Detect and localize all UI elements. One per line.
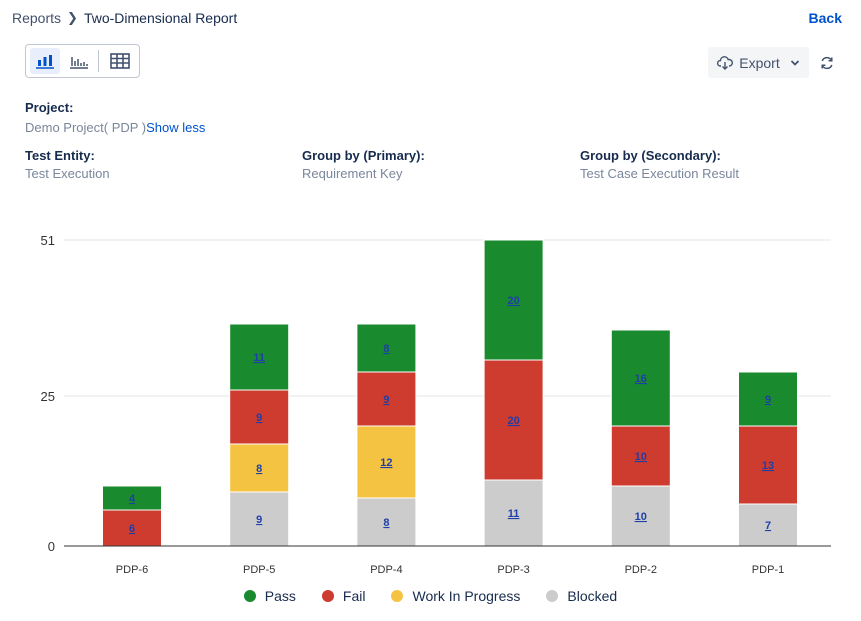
bar-segment: [738, 503, 798, 547]
bar-segment: [483, 479, 544, 547]
data-label[interactable]: 9: [256, 412, 262, 424]
stacked-bar-chart: 0 25 51 6 4 PDP-6 9 8 9 11 PDP-5 8 12 9 8 PDP-4 11 20 20 PD…: [41, 233, 831, 576]
refresh-icon: [821, 56, 833, 70]
data-label[interactable]: 9: [256, 514, 262, 526]
group-primary-label: Group by (Primary):: [302, 148, 425, 163]
data-label[interactable]: 6: [129, 523, 135, 535]
data-label[interactable]: 10: [635, 511, 647, 523]
data-label[interactable]: 16: [635, 373, 647, 385]
bar-segment: [356, 371, 417, 427]
cloud-download-icon: [717, 55, 734, 70]
page-title: Two-Dimensional Report: [83, 10, 238, 26]
x-tick-label: PDP-3: [497, 564, 529, 576]
bar-segment: [610, 329, 671, 427]
legend-label: Pass: [264, 588, 296, 604]
data-label[interactable]: 11: [253, 352, 265, 364]
chevron-right-icon: ❯: [67, 10, 78, 25]
legend-marker: [321, 590, 334, 602]
test-entity-value: Test Execution: [25, 166, 110, 181]
export-label: Export: [739, 54, 780, 71]
bar-segment: [229, 323, 290, 391]
data-label[interactable]: 8: [383, 517, 389, 529]
x-tick-label: PDP-1: [752, 564, 784, 576]
legend-label: Fail: [342, 588, 366, 604]
data-label[interactable]: 8: [383, 343, 389, 355]
data-label[interactable]: 4: [129, 493, 136, 505]
table-view-button[interactable]: [105, 48, 135, 74]
legend-item[interactable]: Pass: [243, 588, 296, 604]
back-link[interactable]: Back: [808, 10, 842, 26]
data-label[interactable]: 20: [507, 295, 519, 307]
legend-label: Work In Progress: [412, 588, 521, 604]
table-icon: [110, 53, 130, 69]
data-label[interactable]: 8: [256, 463, 262, 475]
breadcrumb: Reports ❯ Two-Dimensional Report: [12, 10, 237, 26]
breadcrumb-reports-link[interactable]: Reports: [12, 10, 62, 26]
bar-segment: [102, 509, 162, 547]
legend-item[interactable]: Work In Progress: [391, 588, 520, 604]
test-entity-label: Test Entity:: [25, 148, 95, 163]
bar-segment: [356, 323, 417, 373]
data-label[interactable]: 7: [765, 520, 771, 532]
data-label[interactable]: 10: [635, 451, 647, 463]
bar-segment: [356, 425, 417, 499]
group-secondary-value: Test Case Execution Result: [580, 166, 739, 181]
grouped-bar-chart-icon: [70, 57, 89, 69]
bar-segment: [483, 239, 544, 361]
bar-segment: [102, 485, 162, 511]
chevron-down-icon: [790, 59, 799, 66]
toggle-divider: [98, 50, 99, 72]
bar-segment: [229, 389, 290, 445]
legend-item[interactable]: Fail: [321, 588, 366, 604]
export-button[interactable]: Export: [708, 47, 809, 78]
show-less-link[interactable]: Show less: [146, 120, 206, 135]
data-label[interactable]: 9: [765, 394, 771, 406]
legend-item[interactable]: Blocked: [546, 588, 617, 604]
bar-segment: [229, 491, 290, 547]
project-label: Project:: [25, 100, 74, 115]
bar-segment: [610, 485, 671, 547]
grouped-bar-view-button[interactable]: [64, 48, 94, 74]
bar-segment: [738, 425, 798, 505]
legend-marker: [243, 590, 256, 602]
refresh-button[interactable]: [818, 54, 836, 72]
data-label[interactable]: 11: [508, 508, 520, 520]
bar-segment: [229, 443, 290, 493]
bar-segment: [483, 359, 544, 481]
y-tick-label: 0: [48, 539, 55, 554]
x-tick-label: PDP-2: [625, 564, 657, 576]
y-tick-label: 25: [41, 389, 55, 404]
view-toggle-group: [25, 44, 140, 78]
data-label[interactable]: 12: [380, 457, 392, 469]
bar-chart-icon: [36, 55, 54, 69]
project-value: Demo Project( PDP ): [25, 120, 147, 135]
bar-segment: [610, 425, 671, 487]
x-tick-label: PDP-4: [370, 564, 402, 576]
data-label[interactable]: 13: [762, 460, 774, 472]
data-label[interactable]: 20: [507, 415, 519, 427]
x-tick-label: PDP-6: [116, 564, 148, 576]
y-tick-label: 51: [41, 233, 55, 248]
bar-chart-view-button[interactable]: [30, 48, 61, 74]
x-tick-label: PDP-5: [243, 564, 275, 576]
chart-legend: Pass Fail Work In Progress Blocked: [0, 588, 861, 604]
bar-segment: [738, 371, 798, 427]
legend-marker: [391, 590, 404, 602]
project-value-line: Demo Project( PDP )Show less: [25, 120, 205, 135]
group-primary-value: Requirement Key: [302, 166, 403, 181]
data-label[interactable]: 9: [383, 394, 389, 406]
legend-marker: [546, 590, 559, 602]
legend-label: Blocked: [567, 588, 618, 604]
group-secondary-label: Group by (Secondary):: [580, 148, 721, 163]
